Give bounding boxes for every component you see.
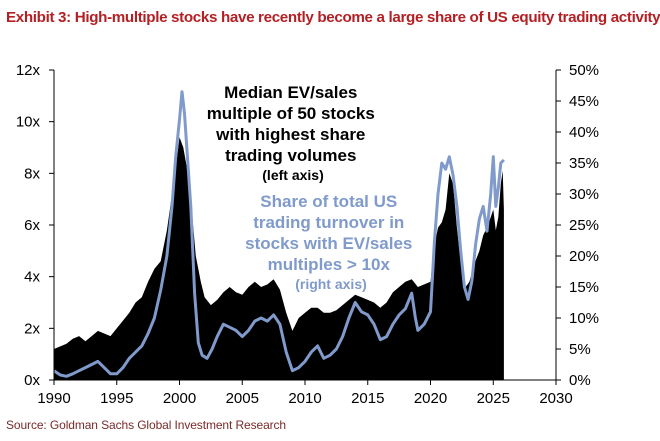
share-annotation-line: multiples > 10x [268,255,391,274]
x-tick-label: 2010 [288,390,321,407]
right-tick-label: 40% [569,124,599,141]
x-tick-label: 2025 [477,390,510,407]
median-ev-sales-area [54,137,504,380]
share-annotation: Share of total US trading turnover in st… [245,192,417,292]
median-annotation-line: (left axis) [262,167,323,183]
right-tick-label: 20% [569,248,599,265]
right-tick-label: 15% [569,279,599,296]
median-area-layer [54,137,504,380]
x-tick-label: 2000 [163,390,196,407]
share-turnover-line [53,90,505,378]
x-tick-label: 1990 [37,390,70,407]
left-tick-label: 2x [24,320,40,337]
tick-labels-layer: 1990 1995 2000 2005 2010 2015 2020 2025 2030 0x 2x… [16,62,599,407]
share-annotation-line: trading turnover in [253,213,404,232]
x-tick-label: 2005 [226,390,259,407]
median-annotation-line: Median EV/sales [224,83,357,102]
share-annotation-line: (right axis) [295,276,367,292]
right-tick-label: 30% [569,186,599,203]
share-annotation-line: stocks with EV/sales [245,234,412,253]
right-tick-label: 0% [569,372,591,389]
right-tick-label: 35% [569,155,599,172]
share-line-layer [53,90,505,378]
median-annotation-line: trading volumes [225,146,356,165]
x-tick-label: 2020 [414,390,447,407]
median-annotation-line: with highest share [215,125,365,144]
x-tick-label: 1995 [100,390,133,407]
median-annotation-line: multiple of 50 stocks [207,104,375,123]
chart-source: Source: Goldman Sachs Global Investment … [6,418,287,432]
left-tick-label: 10x [16,114,41,131]
chart-title: Exhibit 3: High-multiple stocks have rec… [6,9,660,26]
right-tick-label: 50% [569,62,599,79]
right-tick-label: 45% [569,93,599,110]
left-tick-label: 6x [24,217,40,234]
left-tick-label: 4x [24,269,40,286]
left-tick-label: 0x [24,372,40,389]
median-annotation: Median EV/sales multiple of 50 stocks wi… [207,83,380,183]
right-tick-label: 10% [569,310,599,327]
left-tick-label: 12x [16,62,41,79]
right-tick-label: 25% [569,217,599,234]
x-tick-label: 2015 [351,390,384,407]
share-annotation-line: Share of total US [260,192,397,211]
right-tick-label: 5% [569,341,591,358]
x-tick-label: 2030 [539,390,572,407]
left-tick-label: 8x [24,165,40,182]
axes-layer [49,69,561,385]
